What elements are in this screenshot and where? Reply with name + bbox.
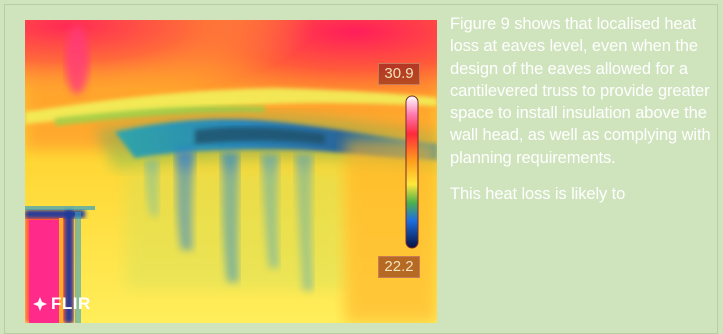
figure-caption: Figure 9 shows that localised heat loss … bbox=[450, 13, 712, 219]
scale-min-label: 22.2 bbox=[378, 256, 420, 278]
flir-logo: FLIR bbox=[33, 294, 91, 314]
thermal-image-graphic bbox=[25, 20, 437, 323]
window-frame bbox=[25, 206, 95, 323]
figure-panel: 30.9 22.2 FLIR Figure 9 shows that local… bbox=[4, 4, 718, 334]
flir-logo-text: FLIR bbox=[51, 294, 91, 313]
caption-paragraph-2: This heat loss is likely to bbox=[450, 185, 626, 204]
caption-paragraph-1: Figure 9 shows that localised heat loss … bbox=[450, 15, 711, 167]
temperature-scale bbox=[405, 95, 419, 249]
flir-logo-icon bbox=[33, 297, 47, 311]
scale-max-label: 30.9 bbox=[378, 63, 420, 85]
thermal-image: 30.9 22.2 FLIR bbox=[25, 20, 437, 323]
